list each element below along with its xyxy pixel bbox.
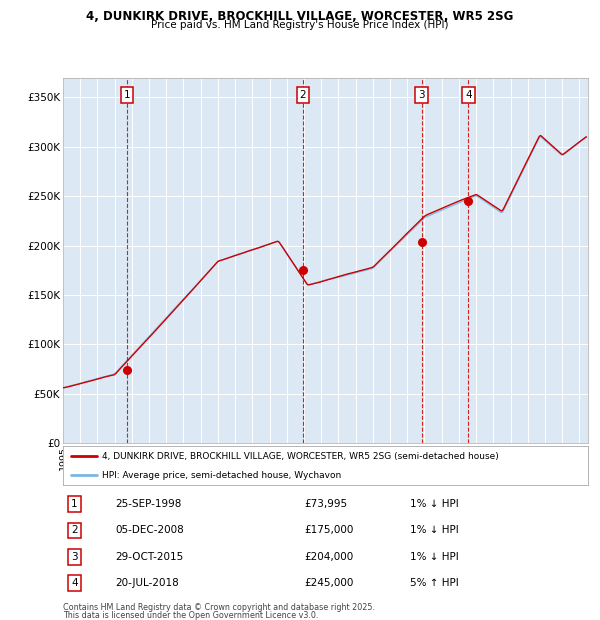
Text: £245,000: £245,000 [305,578,354,588]
Text: 1: 1 [71,499,78,509]
Text: Contains HM Land Registry data © Crown copyright and database right 2025.: Contains HM Land Registry data © Crown c… [63,603,375,612]
Text: Price paid vs. HM Land Registry's House Price Index (HPI): Price paid vs. HM Land Registry's House … [151,20,449,30]
Text: 4, DUNKIRK DRIVE, BROCKHILL VILLAGE, WORCESTER, WR5 2SG (semi-detached house): 4, DUNKIRK DRIVE, BROCKHILL VILLAGE, WOR… [103,451,499,461]
Text: £204,000: £204,000 [305,552,354,562]
Text: 1: 1 [124,91,131,100]
Text: 4: 4 [71,578,78,588]
Text: 05-DEC-2008: 05-DEC-2008 [115,525,184,536]
Text: 25-SEP-1998: 25-SEP-1998 [115,499,182,509]
Text: 4: 4 [465,91,472,100]
Text: HPI: Average price, semi-detached house, Wychavon: HPI: Average price, semi-detached house,… [103,471,341,480]
Text: £175,000: £175,000 [305,525,354,536]
Text: 2: 2 [71,525,78,536]
Text: 20-JUL-2018: 20-JUL-2018 [115,578,179,588]
Text: 3: 3 [418,91,425,100]
Text: 3: 3 [71,552,78,562]
Text: £73,995: £73,995 [305,499,347,509]
Text: 29-OCT-2015: 29-OCT-2015 [115,552,184,562]
Text: This data is licensed under the Open Government Licence v3.0.: This data is licensed under the Open Gov… [63,611,319,620]
Text: 2: 2 [299,91,306,100]
Text: 4, DUNKIRK DRIVE, BROCKHILL VILLAGE, WORCESTER, WR5 2SG: 4, DUNKIRK DRIVE, BROCKHILL VILLAGE, WOR… [86,10,514,23]
Text: 1% ↓ HPI: 1% ↓ HPI [409,552,458,562]
Text: 5% ↑ HPI: 5% ↑ HPI [409,578,458,588]
Text: 1% ↓ HPI: 1% ↓ HPI [409,499,458,509]
Text: 1% ↓ HPI: 1% ↓ HPI [409,525,458,536]
